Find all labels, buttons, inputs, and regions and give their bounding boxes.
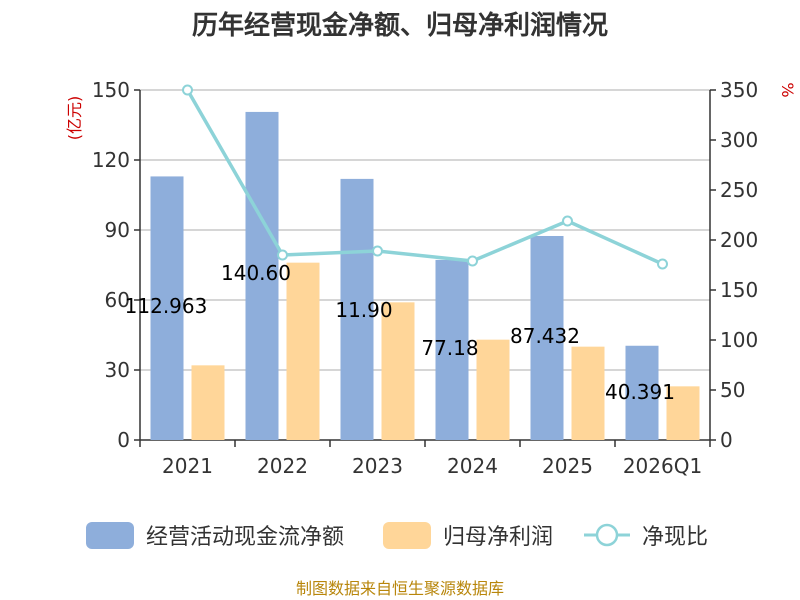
left-tick-label: 30 — [105, 358, 130, 382]
legend-swatch-operating-cash-flow — [86, 522, 134, 549]
legend-swatch-ratio-marker — [595, 523, 619, 547]
bars — [150, 111, 700, 440]
ratio-line — [185, 89, 664, 266]
right-tick-label: 250 — [720, 178, 758, 202]
bar-net-profit — [381, 302, 415, 440]
bar-operating-cash-flow — [625, 345, 659, 440]
bar-operating-cash-flow — [530, 235, 564, 440]
grid-lines — [140, 89, 710, 371]
left-tick-label: 90 — [105, 218, 130, 242]
left-tick-label: 0 — [117, 428, 130, 452]
right-tick-label: 50 — [720, 378, 745, 402]
right-tick-label: 200 — [720, 228, 758, 252]
x-tick-label: 2026Q1 — [623, 454, 702, 478]
left-tick-label: 120 — [92, 148, 130, 172]
left-tick-label: 150 — [92, 78, 130, 102]
ratio-point — [562, 215, 573, 227]
ratio-line-series — [182, 84, 668, 270]
bar-operating-cash-flow — [245, 111, 279, 440]
right-tick-label: 100 — [720, 328, 758, 352]
data-label-operating-cash-flow: 140.60 — [221, 261, 291, 285]
x-tick-label: 2025 — [542, 454, 593, 478]
right-tick-label: 150 — [720, 278, 758, 302]
ratio-point — [657, 258, 668, 270]
right-tick-label: 350 — [720, 78, 758, 102]
data-label-operating-cash-flow: 112.963 — [125, 294, 208, 318]
chart-title: 历年经营现金净额、归母净利润情况 — [192, 10, 608, 41]
data-label-operating-cash-flow: 87.432 — [510, 324, 580, 348]
legend-label-net-profit: 归母净利润 — [443, 525, 553, 550]
right-axis-unit: % — [778, 82, 797, 97]
bar-net-profit — [666, 386, 700, 440]
bar-net-profit — [191, 365, 225, 440]
bar-operating-cash-flow — [340, 178, 374, 440]
left-tick-label: 60 — [105, 288, 130, 312]
ratio-point — [182, 84, 193, 96]
bar-net-profit — [571, 346, 605, 440]
x-tick-label: 2021 — [162, 454, 213, 478]
bar-net-profit — [286, 262, 320, 440]
right-tick-label: 0 — [720, 428, 733, 452]
legend-swatch-net-profit — [383, 522, 431, 549]
legend: 经营活动现金流净额 归母净利润 净现比 — [86, 522, 708, 550]
bar-operating-cash-flow — [150, 176, 184, 440]
axes: 0 30 60 90 120 150 0 50 100 150 200 250 300 350 (亿元)% 2… — [65, 78, 797, 478]
right-tick-label: 300 — [720, 128, 758, 152]
ratio-point — [372, 245, 383, 257]
x-tick-label: 2023 — [352, 454, 403, 478]
data-label-operating-cash-flow: 40.391 — [605, 380, 675, 404]
bar-operating-cash-flow — [435, 259, 469, 440]
bar-net-profit — [476, 339, 510, 440]
ratio-point — [467, 255, 478, 267]
x-tick-label: 2022 — [257, 454, 308, 478]
data-label-operating-cash-flow: 77.18 — [421, 336, 478, 360]
data-label-operating-cash-flow: 11.90 — [335, 298, 392, 322]
legend-label-operating-cash-flow: 经营活动现金流净额 — [146, 525, 344, 550]
legend-label-ratio: 净现比 — [642, 525, 708, 550]
left-axis-unit: (亿元) — [65, 96, 84, 141]
x-tick-label: 2024 — [447, 454, 498, 478]
source-note: 制图数据来自恒生聚源数据库 — [296, 579, 504, 598]
ratio-point — [277, 249, 288, 261]
data-labels: 112.963 140.60 11.90 77.18 87.432 40.391 — [125, 261, 675, 404]
